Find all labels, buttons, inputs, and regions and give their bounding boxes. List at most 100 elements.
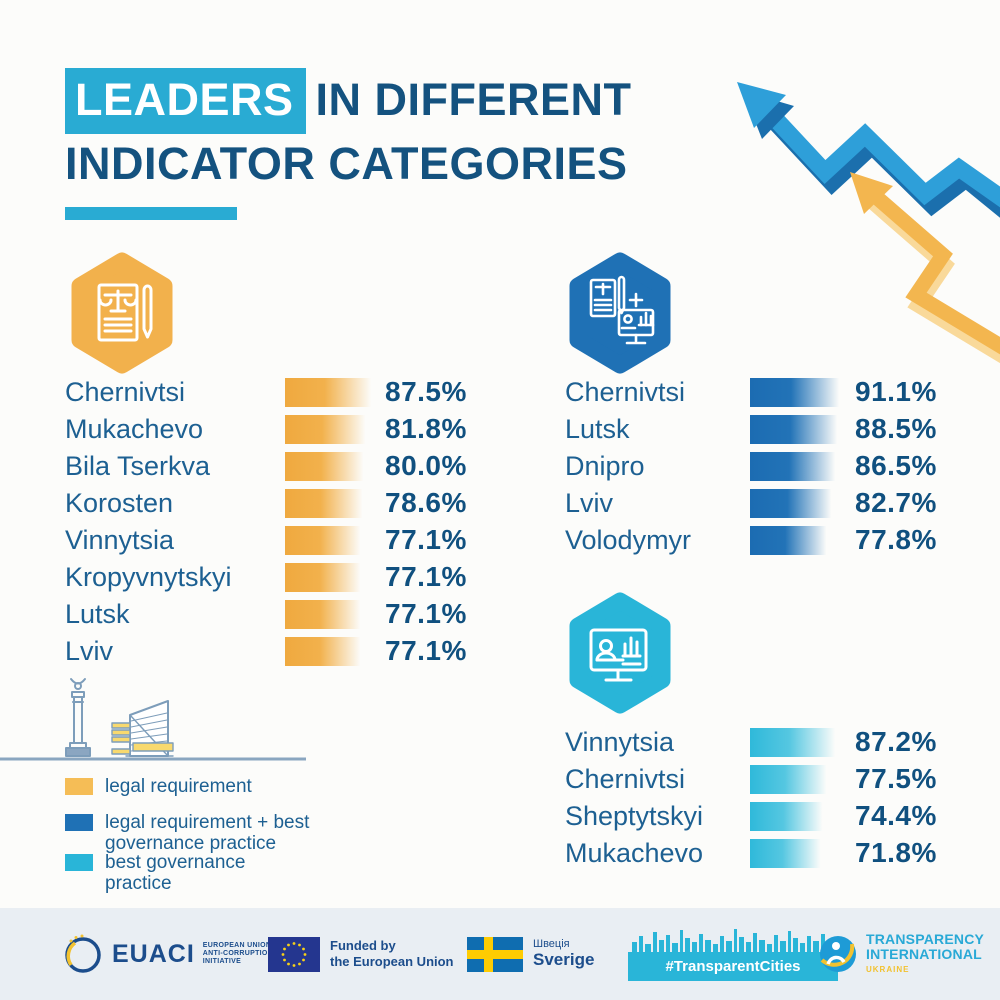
value-bar [750,526,828,555]
percent-label: 77.1% [385,598,467,629]
percent-label: 80.0% [385,450,467,481]
ranking-row: Chernivtsi 77.5% [565,761,995,798]
title-highlight: LEADERS [65,68,306,134]
trend-arrows-illustration [737,82,1000,364]
eu-funding-logo: Funded by the European Union [268,908,454,1000]
percent-label: 77.1% [385,524,467,555]
legend-label: best governance [105,852,246,873]
ti-globe-icon [820,936,856,972]
category-best-hexagon [569,592,671,714]
value-bar [750,765,828,794]
ranking-row: Lviv 77.1% [65,633,505,670]
page-title: LEADERS IN DIFFERENT INDICATOR CATEGORIES [65,68,705,194]
legend-label: governance practice [105,833,277,854]
monitor-chart-icon [589,628,648,682]
category-combo-hexagon [569,252,671,374]
combo-list: Chernivtsi 91.1% Lutsk 88.5% Dnipro 86.5% Lviv… [565,374,995,559]
value-bar [750,802,824,831]
euaci-wordmark: EUACI [112,939,195,968]
percent-label: 91.1% [855,376,937,407]
legend-swatch-blue [65,814,93,831]
value-bar [750,728,837,757]
transparent-cities-logo: #TransparentCities [628,908,838,1000]
city-label: Vinnytsia [565,727,675,757]
percent-label: 87.2% [855,726,937,757]
percent-label: 81.8% [385,413,467,444]
percent-label: 88.5% [855,413,937,444]
legend-label: legal requirement + best [105,812,310,833]
legend-label: legal requirement [105,776,252,797]
ranking-row: Sheptytskyi 74.4% [565,798,995,835]
category-legal-hexagon [71,252,173,374]
transparency-international-logo: TRANSPARENCY INTERNATIONAL UKRAINE [818,908,984,1000]
ranking-row: Kropyvnytskyi 77.1% [65,559,505,596]
ranking-row: Lutsk 77.1% [65,596,505,633]
city-label: Mukachevo [565,838,704,868]
city-label: Vinnytsia [65,525,175,555]
percent-label: 78.6% [385,487,467,518]
city-label: Lutsk [565,414,630,444]
city-label: Korosten [65,488,174,518]
city-label: Volodymyr [565,525,692,555]
sweden-flag-icon [467,936,523,972]
city-label: Lviv [65,636,114,666]
value-bar [750,489,833,518]
eu-funding-text: Funded by the European Union [330,938,454,969]
ranking-row: Chernivtsi 87.5% [65,374,505,411]
ranking-row: Chernivtsi 91.1% [565,374,995,411]
euaci-tagline: EUROPEAN UNION ANTI-CORRUPTION INITIATIV… [202,942,274,965]
sweden-logo: Швеція Sverige [467,908,594,1000]
footer-bar: EUACI EUROPEAN UNION ANTI-CORRUPTION INI… [0,908,1000,1000]
ranking-row: Dnipro 86.5% [565,448,995,485]
legal-requirement-list: Chernivtsi 87.5% Mukachevo 81.8% Bila Tserkv… [65,374,505,670]
city-label: Lviv [565,488,614,518]
transparent-cities-label: #TransparentCities [628,951,838,981]
percent-label: 77.1% [385,635,467,666]
ranking-row: Bila Tserkva 80.0% [65,448,505,485]
ranking-row: Lviv 82.7% [565,485,995,522]
percent-label: 87.5% [385,376,467,407]
city-label: Kropyvnytskyi [65,562,232,592]
value-bar [285,563,362,592]
city-label: Dnipro [565,451,645,481]
ranking-row: Mukachevo 81.8% [65,411,505,448]
city-label: Chernivtsi [65,377,186,407]
percent-label: 82.7% [855,487,937,518]
kyiv-skyline-illustration [0,678,306,761]
ranking-row: Vinnytsia 87.2% [565,724,995,761]
percent-label: 86.5% [855,450,937,481]
title-line2: INDICATOR CATEGORIES [65,138,628,189]
value-bar [285,489,364,518]
ranking-row: Mukachevo 71.8% [565,835,995,872]
euaci-logo: EUACI EUROPEAN UNION ANTI-CORRUPTION INI… [62,908,273,1000]
percent-label: 74.4% [855,800,937,831]
ranking-row: Lutsk 88.5% [565,411,995,448]
value-bar [285,378,373,407]
eu-flag-icon [268,936,320,972]
value-bar [285,415,367,444]
value-bar [750,378,841,407]
percent-label: 71.8% [855,837,937,868]
ranking-row: Volodymyr 77.8% [565,522,995,559]
value-bar [750,452,837,481]
city-label: Lutsk [65,599,130,629]
title-after-highlight: IN DIFFERENT [315,74,632,125]
city-label: Sheptytskyi [565,801,704,831]
title-underline [65,207,237,220]
value-bar [285,600,362,629]
city-skyline-icon [632,928,833,952]
value-bar [285,452,365,481]
percent-label: 77.8% [855,524,937,555]
city-label: Chernivtsi [565,377,686,407]
document-plus-monitor-icon [589,275,655,345]
legend-swatch-yellow [65,778,93,795]
ti-text: TRANSPARENCY INTERNATIONAL UKRAINE [866,930,985,974]
value-bar [285,637,362,666]
value-bar [285,526,362,555]
legend-label: practice [105,873,172,894]
document-scales-pen-icon [97,283,153,342]
city-label: Bila Tserkva [65,451,211,481]
city-label: Mukachevo [65,414,204,444]
euaci-icon [65,934,101,973]
